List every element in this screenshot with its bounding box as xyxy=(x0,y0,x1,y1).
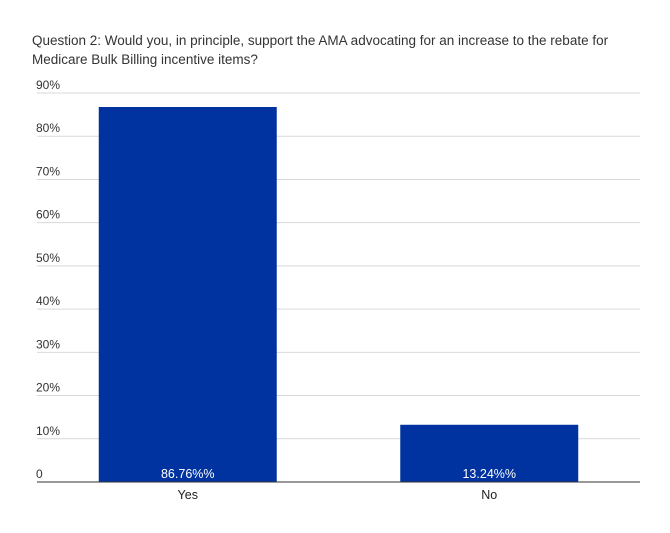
x-category-yes: Yes xyxy=(178,488,198,502)
y-tick-label: 90% xyxy=(36,78,60,92)
y-tick-label: 10% xyxy=(36,424,60,438)
y-tick-label: 0 xyxy=(36,467,43,481)
bar-no xyxy=(400,424,579,482)
x-category-no: No xyxy=(481,488,497,502)
y-tick-label: 60% xyxy=(36,208,60,222)
y-tick-label: 30% xyxy=(36,337,60,351)
y-tick-label: 70% xyxy=(36,164,60,178)
bars: 86.76%% 13.24%% xyxy=(98,107,579,482)
data-label-yes: 86.76%% xyxy=(161,467,215,481)
y-tick-label: 80% xyxy=(36,121,60,135)
y-tick-label: 50% xyxy=(36,251,60,265)
bar-yes xyxy=(98,107,277,482)
y-axis-ticks: 0 10% 20% 30% 40% 50% 60% 70% 80% 90% xyxy=(36,78,60,481)
y-tick-label: 40% xyxy=(36,294,60,308)
data-label-no: 13.24%% xyxy=(462,467,516,481)
y-tick-label: 20% xyxy=(36,381,60,395)
x-axis-categories: Yes No xyxy=(178,488,498,502)
chart-title: Question 2: Would you, in principle, sup… xyxy=(32,33,609,67)
